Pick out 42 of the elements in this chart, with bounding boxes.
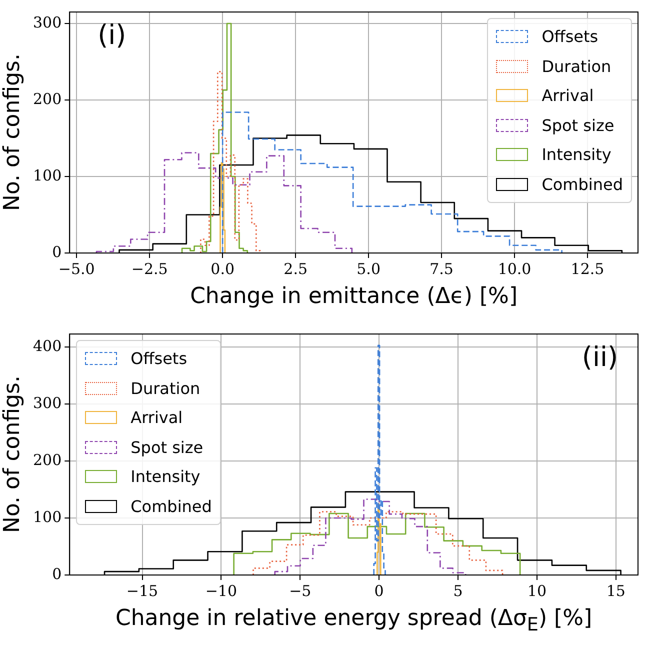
- y-tick-label: 0: [52, 242, 62, 261]
- legend-label: Spot size: [542, 116, 614, 135]
- y-tick-label: 0: [52, 564, 62, 583]
- x-tick-label: 7.5: [430, 260, 454, 278]
- y-axis-title: No. of configs.: [0, 52, 25, 214]
- y-tick-label: 100: [32, 166, 62, 184]
- x-tick-label: 12.5: [570, 260, 604, 278]
- legend-label: Combined: [542, 174, 623, 194]
- x-tick-label: 10: [527, 582, 547, 600]
- legend-label: Offsets: [542, 27, 598, 46]
- x-tick-label: 5.0: [356, 260, 380, 278]
- x-tick-label: −2.5: [131, 260, 168, 278]
- y-tick-label: 200: [32, 450, 62, 469]
- legend-label: Duration: [542, 56, 612, 76]
- y-tick-label: 300: [32, 13, 62, 32]
- x-axis-title: Change in emittance (Δϵ) [%]: [189, 284, 519, 309]
- x-tick-label: −5.0: [58, 260, 95, 278]
- x-tick-label: 0.0: [210, 260, 235, 278]
- annotation: (ii): [582, 342, 618, 373]
- x-tick-label: −10: [205, 582, 238, 600]
- legend-label: Intensity: [542, 145, 612, 164]
- y-tick-label: 300: [32, 394, 62, 412]
- legend-label: Intensity: [130, 467, 200, 486]
- y-tick-label: 100: [32, 508, 62, 526]
- y-tick-label: 200: [32, 90, 62, 108]
- x-tick-label: 10.0: [498, 260, 532, 278]
- x-axis-title: Change in relative energy spread (Δσ$_{E}$) [%]: [114, 606, 594, 636]
- x-tick-label: −5: [289, 582, 312, 600]
- x-tick-label: 2.5: [284, 260, 308, 278]
- x-tick-label: 5: [453, 582, 463, 600]
- annotation: (i): [98, 20, 126, 51]
- legend-label: Offsets: [130, 349, 188, 368]
- legend-label: Duration: [130, 378, 200, 398]
- y-tick-label: 400: [32, 336, 62, 355]
- x-tick-label: 0: [374, 582, 384, 600]
- y-axis-title: No. of configs.: [0, 374, 25, 536]
- legend-label: Combined: [130, 496, 212, 516]
- legend-label: Arrival: [130, 408, 183, 428]
- x-tick-label: −15: [126, 582, 158, 600]
- x-tick-label: 15: [606, 582, 626, 600]
- legend-label: Arrival: [542, 86, 594, 106]
- legend-label: Spot size: [130, 438, 204, 457]
